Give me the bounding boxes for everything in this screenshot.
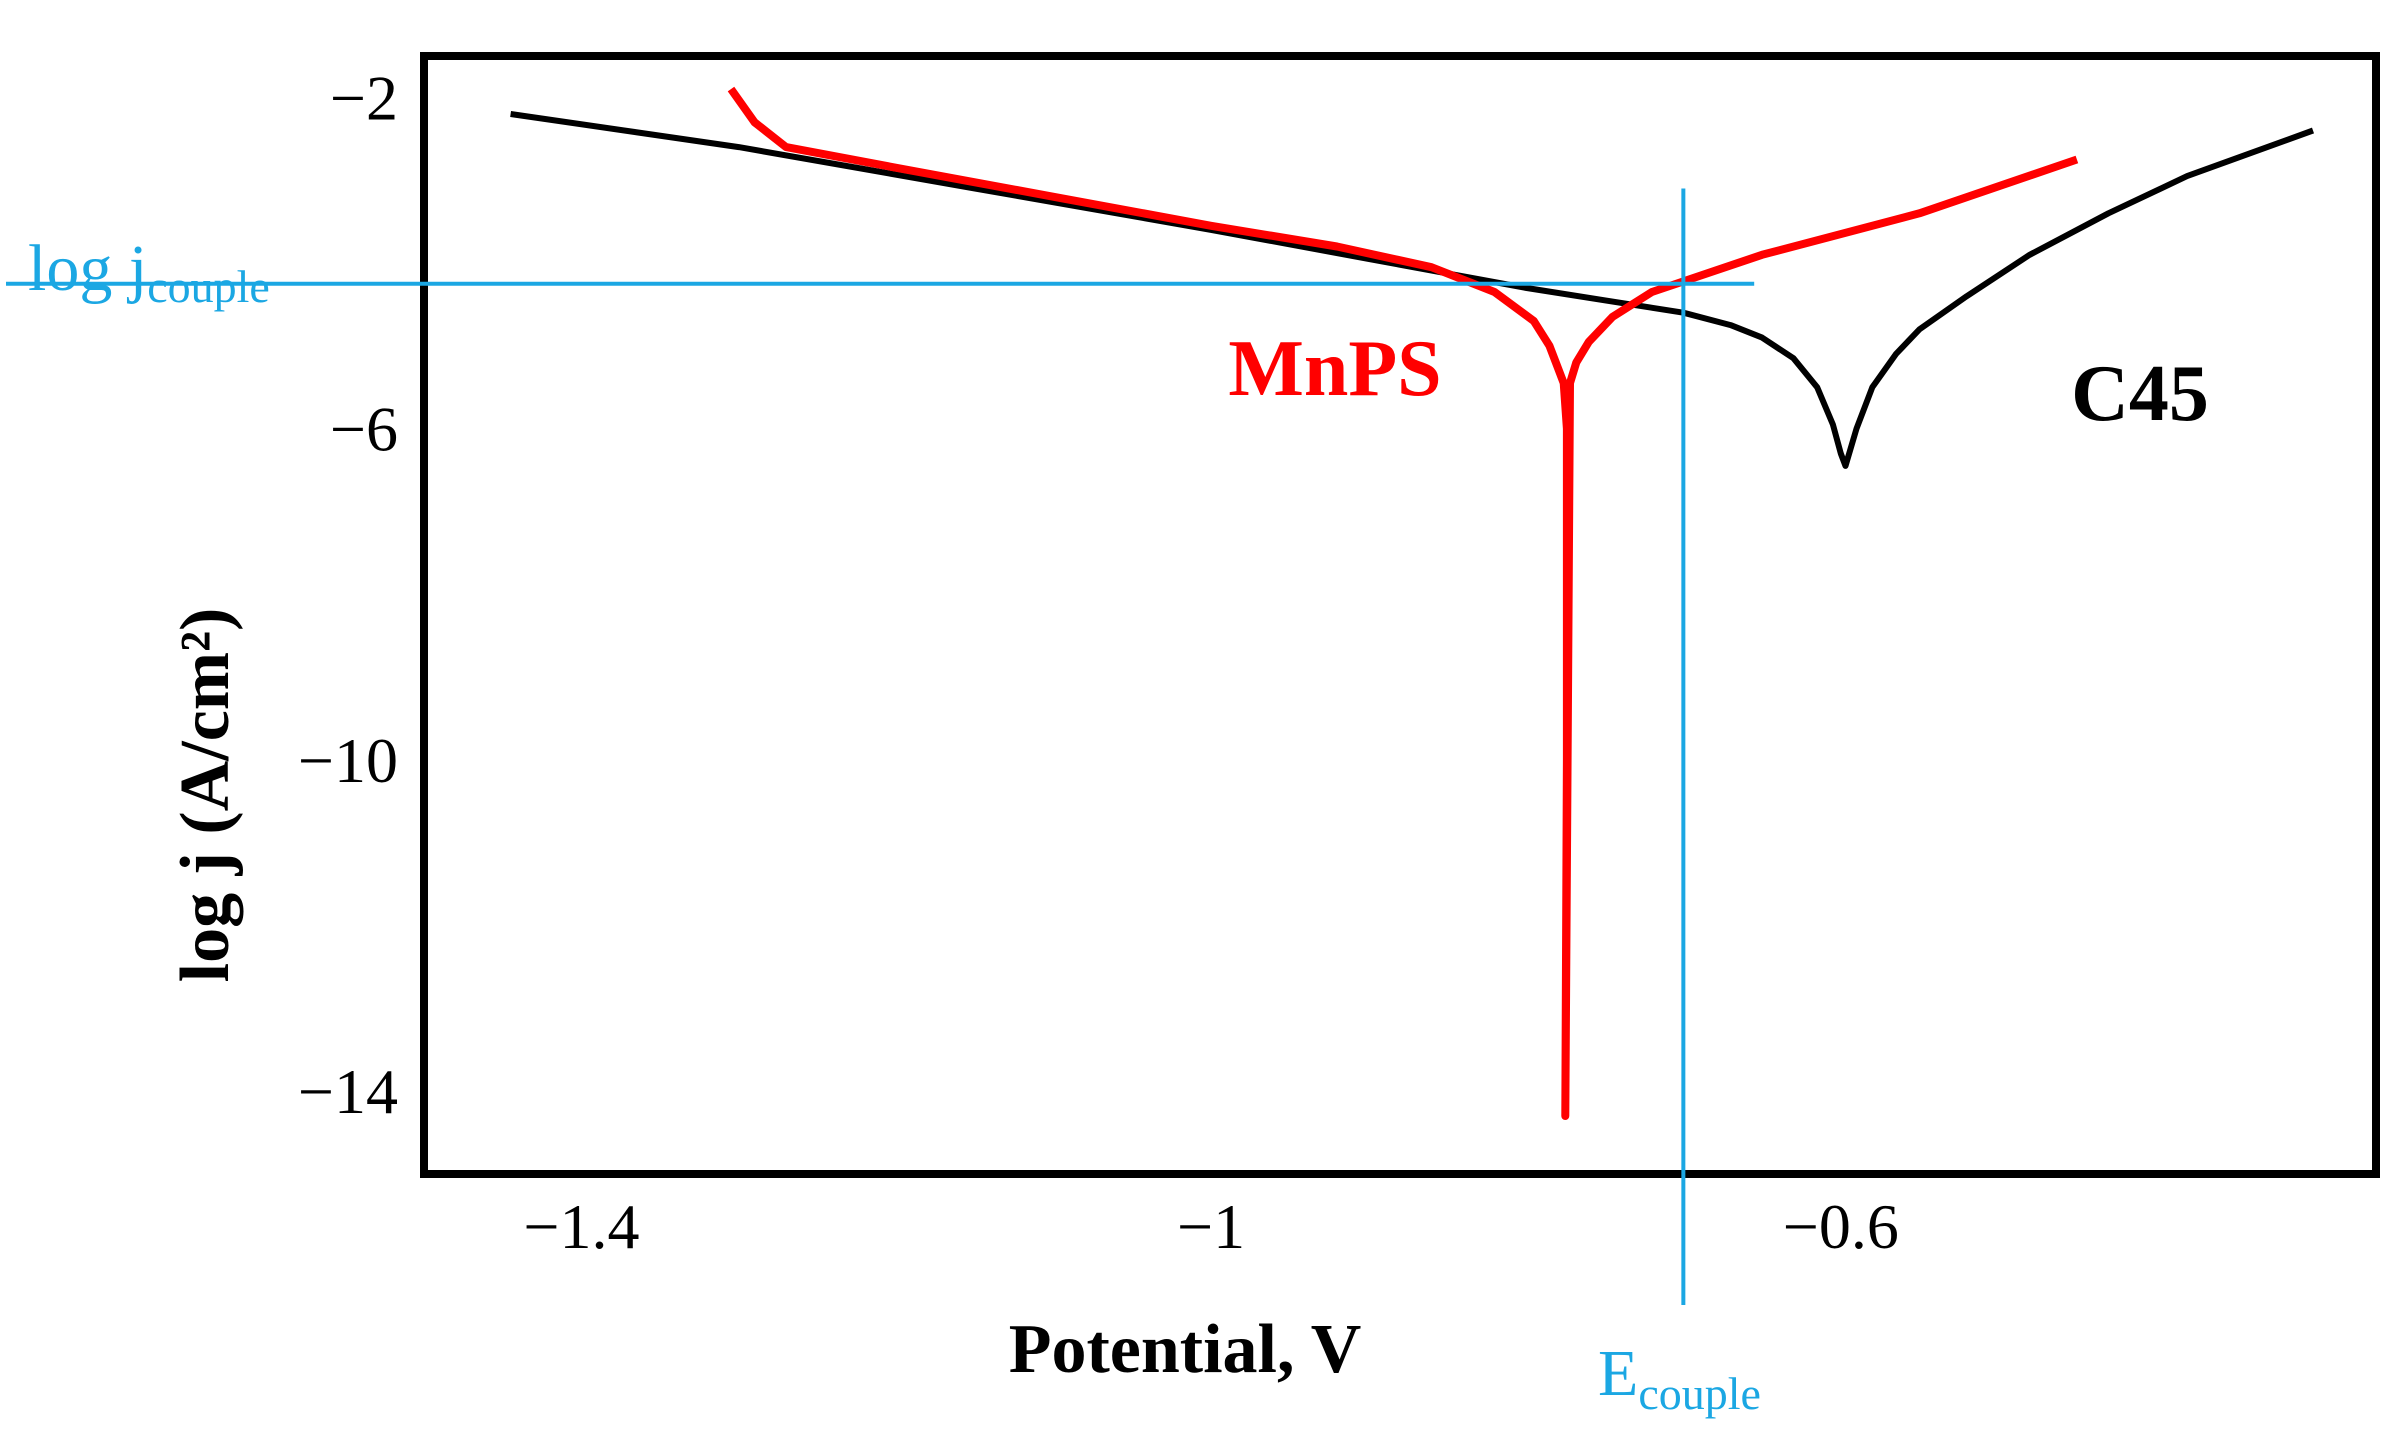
c45-series-label: C45 (2071, 350, 2209, 438)
mnps-series-line (727, 86, 2079, 1120)
y-axis-title: log j (A/cm²) (167, 608, 244, 983)
x-tick-label: −0.6 (1783, 1191, 1899, 1262)
c45-series-line (510, 111, 2315, 469)
log-j-couple-label: log jcouple (28, 232, 270, 312)
y-tick-label: −2 (330, 62, 398, 133)
mnps-series-label: MnPS (1228, 325, 1441, 413)
y-tick-label: −10 (298, 725, 398, 796)
y-tick-label: −14 (298, 1056, 398, 1127)
log-j-couple-main: log j (28, 232, 147, 305)
y-tick-label: −6 (330, 394, 398, 465)
e-couple-label: Ecouple (1598, 1337, 1761, 1419)
log-j-couple-subscript: couple (147, 261, 270, 312)
x-axis-title: Potential, V (1009, 1311, 1362, 1388)
e-couple-main: E (1598, 1337, 1638, 1410)
e-couple-subscript: couple (1638, 1368, 1761, 1419)
x-tick-label: −1 (1177, 1191, 1245, 1262)
plot-frame (420, 52, 2380, 1178)
x-tick-label: −1.4 (523, 1191, 639, 1262)
